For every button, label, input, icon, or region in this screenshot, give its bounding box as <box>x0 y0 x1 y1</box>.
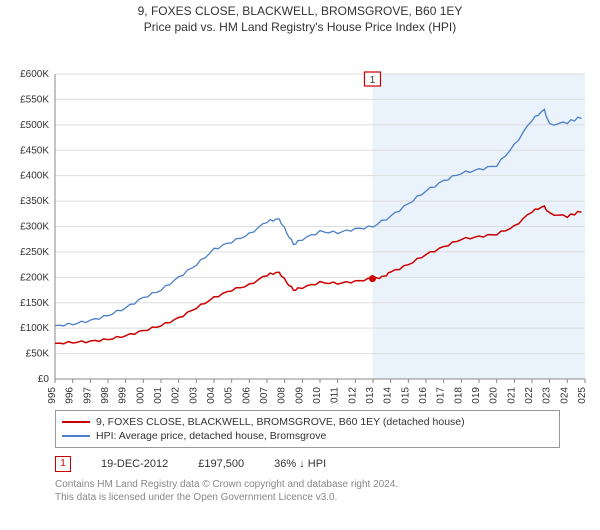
svg-text:2022: 2022 <box>524 387 535 404</box>
svg-text:2018: 2018 <box>453 387 464 404</box>
svg-text:2000: 2000 <box>135 387 146 404</box>
marker-badge: 1 <box>55 456 71 472</box>
footer-line-2: This data is licensed under the Open Gov… <box>55 491 600 504</box>
chart-container: 9, FOXES CLOSE, BLACKWELL, BROMSGROVE, B… <box>0 0 600 510</box>
svg-text:1995: 1995 <box>47 387 58 404</box>
legend: 9, FOXES CLOSE, BLACKWELL, BROMSGROVE, B… <box>55 410 560 448</box>
svg-text:2014: 2014 <box>383 387 394 404</box>
svg-text:£450K: £450K <box>20 145 49 156</box>
legend-label: HPI: Average price, detached house, Brom… <box>96 430 326 442</box>
svg-text:2016: 2016 <box>418 387 429 404</box>
svg-text:2003: 2003 <box>188 387 199 404</box>
svg-text:£500K: £500K <box>20 120 49 131</box>
marker-date: 19-DEC-2012 <box>101 458 168 470</box>
chart-title: 9, FOXES CLOSE, BLACKWELL, BROMSGROVE, B… <box>0 4 600 18</box>
footer: Contains HM Land Registry data © Crown c… <box>0 476 600 510</box>
svg-text:£100K: £100K <box>20 323 49 334</box>
svg-text:£600K: £600K <box>20 69 49 80</box>
svg-text:2023: 2023 <box>542 387 553 404</box>
marker-pct: 36% ↓ HPI <box>274 458 326 470</box>
svg-text:£250K: £250K <box>20 247 49 258</box>
svg-text:2013: 2013 <box>365 387 376 404</box>
svg-text:£50K: £50K <box>26 349 50 360</box>
svg-text:2024: 2024 <box>559 387 570 404</box>
svg-text:2006: 2006 <box>241 387 252 404</box>
svg-text:2001: 2001 <box>153 387 164 404</box>
marker-badge-label: 1 <box>60 459 66 469</box>
svg-text:2015: 2015 <box>400 387 411 404</box>
svg-text:2011: 2011 <box>330 387 341 404</box>
footer-line-1: Contains HM Land Registry data © Crown c… <box>55 478 600 491</box>
svg-text:2005: 2005 <box>224 387 235 404</box>
svg-text:2012: 2012 <box>347 387 358 404</box>
svg-text:£400K: £400K <box>20 171 49 182</box>
legend-swatch <box>62 421 90 423</box>
svg-text:£0: £0 <box>38 374 50 385</box>
legend-label: 9, FOXES CLOSE, BLACKWELL, BROMSGROVE, B… <box>96 416 465 428</box>
marker-data-row: 1 19-DEC-2012 £197,500 36% ↓ HPI <box>0 452 600 476</box>
svg-text:2009: 2009 <box>294 387 305 404</box>
svg-text:1999: 1999 <box>118 387 129 404</box>
svg-text:2007: 2007 <box>259 387 270 404</box>
svg-text:£300K: £300K <box>20 222 49 233</box>
svg-text:1: 1 <box>370 75 376 86</box>
svg-text:2019: 2019 <box>471 387 482 404</box>
svg-text:1996: 1996 <box>65 387 76 404</box>
svg-text:2010: 2010 <box>312 387 323 404</box>
svg-text:2002: 2002 <box>171 387 182 404</box>
svg-text:2020: 2020 <box>489 387 500 404</box>
svg-text:2008: 2008 <box>277 387 288 404</box>
legend-swatch <box>62 435 90 437</box>
legend-item: 9, FOXES CLOSE, BLACKWELL, BROMSGROVE, B… <box>62 415 553 429</box>
title-block: 9, FOXES CLOSE, BLACKWELL, BROMSGROVE, B… <box>0 0 600 34</box>
svg-text:1997: 1997 <box>82 387 93 404</box>
svg-text:2025: 2025 <box>577 387 588 404</box>
svg-text:£200K: £200K <box>20 272 49 283</box>
line-chart: £0 £50K £100K £150K £200K £250K £300K £350K £400… <box>0 34 600 404</box>
svg-text:2017: 2017 <box>436 387 447 404</box>
svg-text:£550K: £550K <box>20 94 49 105</box>
legend-item: HPI: Average price, detached house, Brom… <box>62 429 553 443</box>
svg-text:£150K: £150K <box>20 298 49 309</box>
svg-text:1998: 1998 <box>100 387 111 404</box>
marker-price: £197,500 <box>198 458 244 470</box>
svg-text:2004: 2004 <box>206 387 217 404</box>
svg-text:2021: 2021 <box>506 387 517 404</box>
chart-subtitle: Price paid vs. HM Land Registry's House … <box>0 20 600 34</box>
svg-text:£350K: £350K <box>20 196 49 207</box>
